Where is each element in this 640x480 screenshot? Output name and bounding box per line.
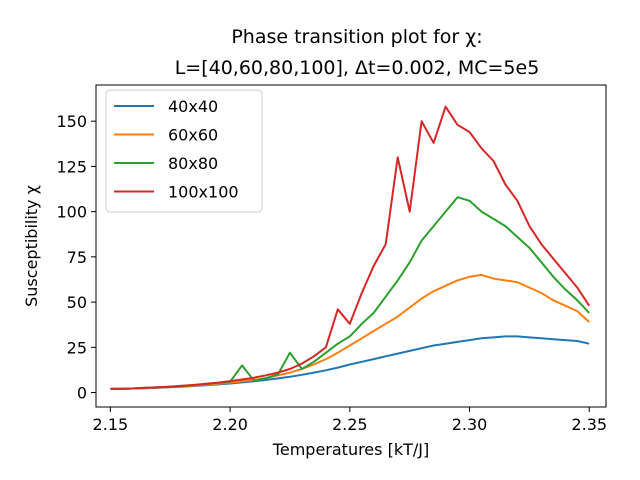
legend-label-100x100: 100x100 [168, 183, 239, 202]
x-tick-label: 2.35 [571, 415, 607, 434]
y-tick-label: 0 [77, 384, 87, 403]
chart-title-line1: Phase transition plot for χ: [231, 26, 482, 48]
x-axis-label: Temperatures [kT/J] [272, 440, 429, 459]
x-axis-ticks: 2.15 2.20 2.25 2.30 2.35 [93, 407, 607, 434]
x-tick-label: 2.15 [93, 415, 129, 434]
legend-box [105, 89, 263, 213]
y-tick-label: 125 [56, 157, 87, 176]
y-axis-label: Susceptibility χ [22, 185, 41, 307]
legend: 40x40 60x60 80x80 100x100 [105, 89, 263, 213]
x-tick-label: 2.30 [452, 415, 488, 434]
series-line-100x100 [110, 105, 591, 390]
y-tick-label: 150 [56, 112, 87, 131]
legend-label-40x40: 40x40 [168, 97, 218, 116]
y-tick-label: 50 [67, 293, 87, 312]
x-tick-label: 2.25 [332, 415, 368, 434]
plot-frame [95, 84, 607, 408]
y-tick-label: 100 [56, 203, 87, 222]
x-tick-label: 2.20 [212, 415, 248, 434]
series-group [110, 105, 591, 390]
legend-label-60x60: 60x60 [168, 126, 218, 145]
legend-label-80x80: 80x80 [168, 154, 218, 173]
y-axis-ticks: 0 25 50 75 100 125 150 [56, 112, 96, 403]
y-tick-label: 25 [67, 338, 87, 357]
y-tick-label: 75 [67, 248, 87, 267]
chart-title-line2: L=[40,60,80,100], Δt=0.002, MC=5e5 [175, 57, 540, 79]
